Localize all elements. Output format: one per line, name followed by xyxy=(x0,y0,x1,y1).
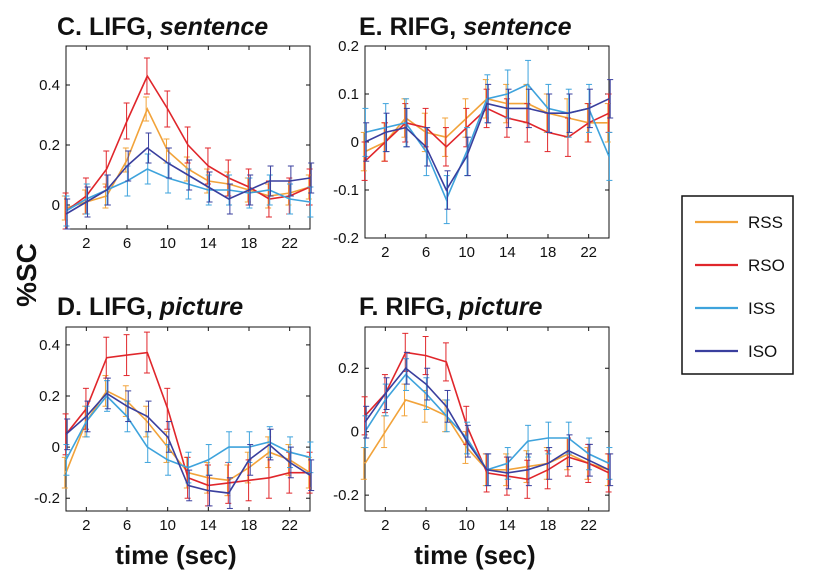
legend-item-iss: ISS xyxy=(695,299,775,318)
y-tick-label: 0 xyxy=(351,424,359,441)
series-line xyxy=(65,392,311,494)
x-tick-label: 18 xyxy=(540,244,557,261)
x-tick-label: 18 xyxy=(241,235,258,252)
legend-label: ISO xyxy=(748,342,777,361)
legend-label: RSS xyxy=(748,213,783,232)
x-tick-label: 10 xyxy=(159,517,176,534)
y-tick-label: -0.2 xyxy=(333,230,359,247)
series-iso xyxy=(363,79,614,210)
series-iss xyxy=(63,380,314,484)
series-rss xyxy=(61,96,312,221)
x-tick-label: 6 xyxy=(123,235,131,252)
panel-title: D. LIFG, picture xyxy=(57,293,243,321)
y-tick-label: 0 xyxy=(52,197,60,214)
series-iso xyxy=(64,377,315,509)
y-tick-label: 0 xyxy=(351,134,359,151)
x-tick-label: 6 xyxy=(422,517,430,534)
series-rso xyxy=(361,332,612,499)
y-tick-label: -0.1 xyxy=(333,182,359,199)
panel-title-main: E. RIFG, xyxy=(359,13,463,41)
x-tick-label: 14 xyxy=(499,244,516,261)
x-axis-label-left: time (sec) xyxy=(115,540,236,570)
panel-title-italic: picture xyxy=(458,293,542,321)
chart-panel-2: D. LIFG, picture 2 6 10 14 18 22 -0.2 0 0.2 0.4 xyxy=(34,293,315,534)
x-tick-label: 18 xyxy=(540,517,557,534)
x-tick-label: 14 xyxy=(200,235,217,252)
x-tick-label: 14 xyxy=(200,517,217,534)
x-tick-label: 14 xyxy=(499,517,516,534)
y-tick-label: 0.4 xyxy=(39,337,60,354)
x-tick-label: 2 xyxy=(381,244,389,261)
y-tick-label: -0.2 xyxy=(333,487,359,504)
series-iso xyxy=(363,351,614,490)
x-axis-label-right: time (sec) xyxy=(414,540,535,570)
y-tick-label: 0.2 xyxy=(338,360,359,377)
x-tick-label: 22 xyxy=(580,244,597,261)
x-tick-label: 10 xyxy=(159,235,176,252)
panel-title: F. RIFG, picture xyxy=(359,293,542,321)
series-line xyxy=(364,98,610,192)
series-rso xyxy=(62,331,313,507)
series-iss xyxy=(362,358,613,487)
chart-panel-3: F. RIFG, picture 2 6 10 14 18 22 -0.2 0 0.2 xyxy=(333,293,614,534)
y-tick-label: 0.2 xyxy=(39,137,60,154)
y-tick-label: -0.2 xyxy=(34,490,60,507)
panel-title-main: D. LIFG, xyxy=(57,293,160,321)
legend-label: ISS xyxy=(748,299,775,318)
x-tick-label: 10 xyxy=(458,517,475,534)
x-tick-label: 6 xyxy=(422,244,430,261)
series-line xyxy=(364,367,610,474)
plot-area xyxy=(65,45,311,230)
y-tick-label: 0 xyxy=(52,439,60,456)
series-rss xyxy=(61,375,312,497)
x-tick-label: 2 xyxy=(82,235,90,252)
series-line xyxy=(65,146,311,215)
x-tick-label: 18 xyxy=(241,517,258,534)
legend: RSS RSO ISS ISO xyxy=(681,195,794,375)
panel-title-main: F. RIFG, xyxy=(359,293,459,321)
panel-title: E. RIFG, sentence xyxy=(359,13,572,41)
y-tick-label: 0.2 xyxy=(39,388,60,405)
series-line xyxy=(65,394,311,469)
panel-title-italic: picture xyxy=(159,293,243,321)
chart-panel-0: C. LIFG, sentence 2 6 10 14 18 22 0 0.2 0.4 xyxy=(39,13,315,252)
x-tick-label: 2 xyxy=(82,517,90,534)
x-tick-label: 22 xyxy=(281,235,298,252)
series-iso xyxy=(64,132,315,230)
chart-panel-1: E. RIFG, sentence 2 6 10 14 18 22 -0.2 -0.1 0 0.1 0… xyxy=(333,13,614,261)
panel-title-main: C. LIFG, xyxy=(57,13,160,41)
y-axis-label: %SC xyxy=(11,243,42,307)
x-tick-label: 2 xyxy=(381,517,389,534)
legend-item-iso: ISO xyxy=(695,342,777,361)
legend-box xyxy=(681,195,794,375)
x-tick-label: 22 xyxy=(281,517,298,534)
x-tick-label: 6 xyxy=(123,517,131,534)
panel-title: C. LIFG, sentence xyxy=(57,13,268,41)
y-tick-label: 0.2 xyxy=(338,38,359,55)
panel-title-italic: sentence xyxy=(463,13,571,41)
legend-item-rss: RSS xyxy=(695,213,783,232)
panel-title-italic: sentence xyxy=(160,13,268,41)
x-tick-label: 22 xyxy=(580,517,597,534)
series-rso xyxy=(62,57,313,230)
legend-label: RSO xyxy=(748,256,785,275)
x-tick-label: 10 xyxy=(458,244,475,261)
y-tick-label: 0.4 xyxy=(39,77,60,94)
legend-item-rso: RSO xyxy=(695,256,785,275)
y-tick-label: 0.1 xyxy=(338,86,359,103)
